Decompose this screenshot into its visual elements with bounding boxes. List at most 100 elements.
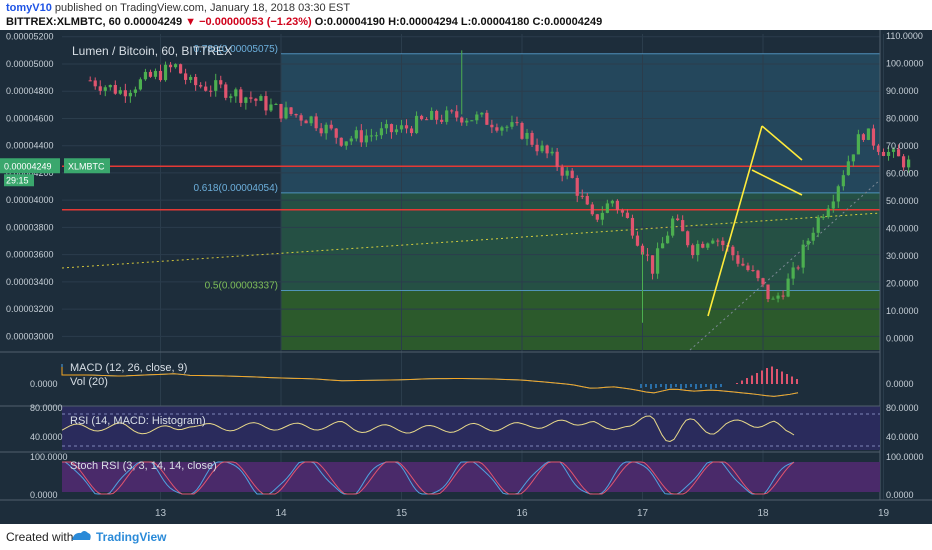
candle-body xyxy=(590,204,594,215)
candle-body xyxy=(585,196,589,205)
candle-body xyxy=(369,135,373,137)
candle-body xyxy=(168,64,173,68)
candle-body xyxy=(716,240,720,242)
candle-body xyxy=(450,110,454,112)
candle-body xyxy=(234,89,238,97)
author-link[interactable]: tomyV10 xyxy=(6,2,52,14)
candle-body xyxy=(741,263,745,266)
price-chart-svg[interactable]: 0.786(0.00005075) 0.618(0.00004054) 0.5(0.… xyxy=(0,30,932,524)
candle-body xyxy=(575,177,579,196)
candle-body xyxy=(881,151,886,156)
volume-bar xyxy=(675,384,677,387)
macd-histogram-bar xyxy=(781,371,783,384)
candle-body xyxy=(163,64,168,81)
y-tick-right: 70.0000 xyxy=(886,141,919,151)
candle-body xyxy=(314,116,318,129)
y-tick-left: 0.00004000 xyxy=(6,195,54,205)
candle-body xyxy=(696,243,700,256)
candle-body xyxy=(93,80,97,87)
candle-body xyxy=(98,86,102,91)
x-tick: 18 xyxy=(757,508,769,519)
macd-histogram-bar xyxy=(756,373,758,384)
y-tick-right: 10.0000 xyxy=(886,306,919,316)
candle-body xyxy=(901,156,906,168)
macd-histogram-bar xyxy=(746,378,748,384)
candle-body xyxy=(816,217,820,233)
y-tick-left: 0.00003600 xyxy=(6,250,54,260)
candle-body xyxy=(806,240,810,245)
candle-body xyxy=(721,240,725,246)
stoch-tick-right: 0.0000 xyxy=(886,490,914,500)
tradingview-brand[interactable]: TradingView xyxy=(96,530,167,544)
trend-line-rise xyxy=(707,125,763,317)
y-tick-right: 60.0000 xyxy=(886,169,919,179)
candle-body xyxy=(771,298,775,300)
candle-body xyxy=(826,208,830,218)
candle-body xyxy=(440,119,444,122)
candle-body xyxy=(354,130,358,139)
footer: Created with TradingView xyxy=(0,524,932,550)
candle-body xyxy=(389,124,394,133)
candle-body xyxy=(133,89,137,93)
y-tick-right: 30.0000 xyxy=(886,251,919,261)
y-tick-left: 0.00004800 xyxy=(6,86,54,96)
y-tick-left: 0.00003000 xyxy=(6,331,54,341)
candle-body xyxy=(414,115,419,134)
candle-body xyxy=(871,128,876,146)
candle-body xyxy=(138,79,143,90)
candle-body xyxy=(796,267,800,269)
stoch-tick-right: 100.0000 xyxy=(886,452,924,462)
candle-body xyxy=(625,212,630,218)
pennant-lower-line xyxy=(751,169,803,196)
pennant-upper-line xyxy=(761,125,803,161)
symbol-name: BITTREX:XLMBTC, 60 xyxy=(6,16,121,28)
fib-label: 0.786(0.00005075) xyxy=(193,44,278,55)
candle-body xyxy=(199,85,203,87)
candle-body xyxy=(570,170,574,178)
candle-body xyxy=(269,104,273,111)
x-tick: 15 xyxy=(396,508,408,519)
ohlc-high: H:0.00004294 xyxy=(388,16,458,28)
candle-body xyxy=(194,76,198,86)
macd-histogram-bar xyxy=(751,375,753,384)
macd-tick-right: 0.0000 xyxy=(886,379,914,389)
candle-body xyxy=(565,170,569,176)
volume-bar xyxy=(705,384,707,387)
candle-body xyxy=(470,120,474,122)
candle-body xyxy=(510,122,514,127)
candle-body xyxy=(907,159,911,168)
macd-histogram-bar xyxy=(761,370,763,384)
candle-body xyxy=(224,84,228,98)
candle-body xyxy=(756,270,760,279)
created-with-text: Created with xyxy=(6,530,74,544)
rsi-tick-right: 80.0000 xyxy=(886,403,919,413)
volume-bar xyxy=(650,384,652,389)
candle-body xyxy=(128,92,132,97)
x-tick: 13 xyxy=(155,508,167,519)
candle-body xyxy=(736,255,740,264)
stoch-d-line xyxy=(62,461,795,495)
y-tick-right: 90.0000 xyxy=(886,86,919,96)
macd-histogram-bar xyxy=(741,380,743,384)
candle-body xyxy=(289,107,293,115)
publish-info: published on TradingView.com, January 18… xyxy=(54,2,351,14)
candle-body xyxy=(681,220,685,232)
candle-body xyxy=(676,218,680,221)
candle-body xyxy=(344,141,348,146)
candle-body xyxy=(495,127,499,131)
candle-body xyxy=(480,112,484,115)
candle-body xyxy=(545,145,549,154)
candle-body xyxy=(254,98,258,101)
candle-body xyxy=(781,295,785,297)
candle-body xyxy=(264,96,268,111)
signal-line xyxy=(61,367,799,397)
candle-body xyxy=(711,240,715,244)
volume-bar xyxy=(645,384,647,387)
candle-body xyxy=(801,244,805,268)
chart-area[interactable]: 0.786(0.00005075) 0.618(0.00004054) 0.5(0.… xyxy=(0,30,932,524)
candle-body xyxy=(640,245,645,255)
candle-body xyxy=(791,267,795,279)
candle-body xyxy=(655,248,660,274)
candle-body xyxy=(334,128,338,138)
rsi-tick-right: 40.0000 xyxy=(886,432,919,442)
